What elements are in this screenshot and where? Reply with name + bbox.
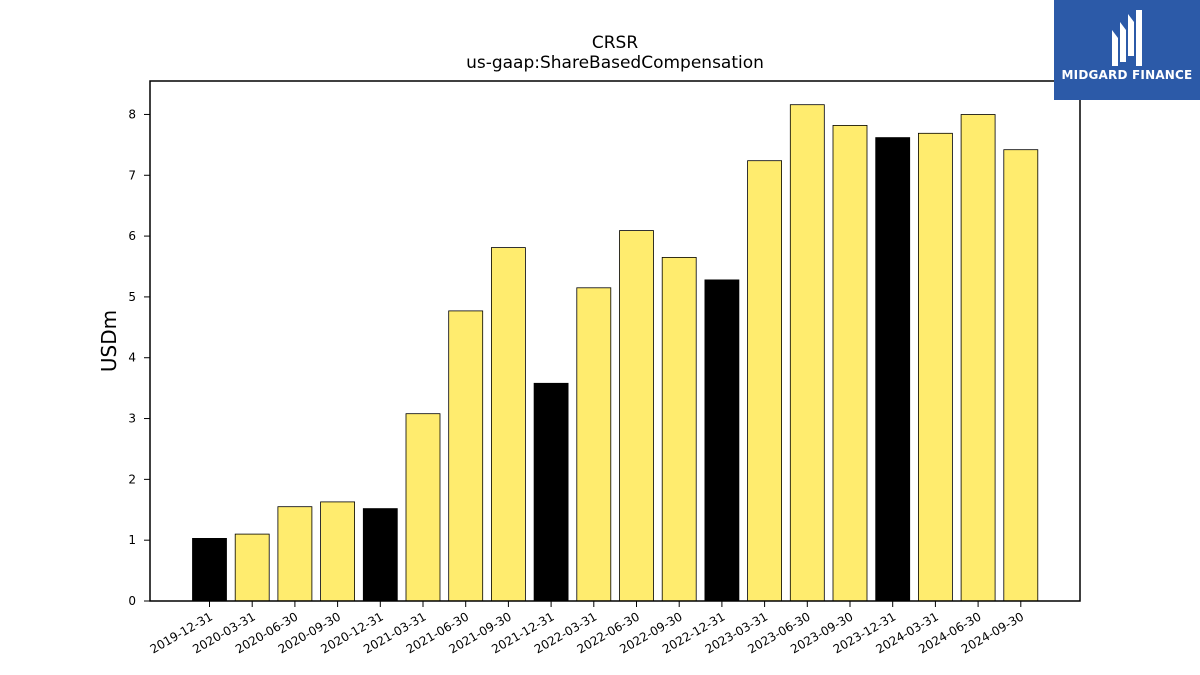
bar-2020-09-30 [320, 501, 356, 602]
x-axis: 2019-12-312020-03-312020-06-302020-09-30… [148, 601, 1026, 656]
brand-name: MIDGARD FINANCE [1061, 68, 1193, 82]
y-tick-label: 0 [128, 594, 136, 608]
bar-2021-06-30 [448, 310, 484, 602]
brand-logo: MIDGARD FINANCE [1054, 0, 1200, 100]
chart-title: CRSR [592, 33, 638, 53]
bar-2022-03-31 [576, 287, 612, 602]
y-tick-label: 8 [128, 107, 136, 121]
bar-2024-03-31 [918, 132, 953, 602]
bar-2023-12-31 [875, 137, 911, 602]
y-tick-label: 1 [128, 533, 136, 547]
bar-2022-09-30 [661, 256, 697, 602]
bar-2020-03-31 [234, 533, 270, 602]
y-tick-label: 6 [128, 229, 136, 243]
bar-2024-09-30 [1003, 149, 1039, 602]
bar-2023-03-31 [747, 160, 782, 602]
bar-2021-09-30 [490, 247, 526, 602]
bar-2020-12-31 [362, 508, 398, 602]
bar-2021-03-31 [405, 413, 441, 602]
bar-2019-12-31 [192, 538, 227, 602]
plot-frame [149, 80, 1081, 602]
bar-2023-09-30 [832, 125, 868, 602]
y-tick-label: 2 [128, 472, 136, 486]
bar-2022-06-30 [619, 230, 654, 602]
y-tick-label: 7 [128, 168, 136, 182]
bar-2021-12-31 [533, 382, 569, 602]
bar-2022-12-31 [704, 279, 740, 602]
y-tick-label: 5 [128, 290, 136, 304]
bar-2023-06-30 [789, 104, 825, 602]
bars-group [192, 104, 1039, 602]
y-tick-label: 3 [128, 412, 136, 426]
bar-2020-06-30 [277, 506, 313, 602]
midgard-m-monogram-icon [1112, 10, 1142, 66]
y-axis-label: USDm [97, 310, 121, 372]
chart-subtitle: us-gaap:ShareBasedCompensation [466, 53, 764, 73]
y-tick-label: 4 [128, 351, 136, 365]
y-axis: 0 1 2 3 4 5 6 7 8 [128, 107, 150, 608]
bar-2024-06-30 [960, 114, 996, 602]
